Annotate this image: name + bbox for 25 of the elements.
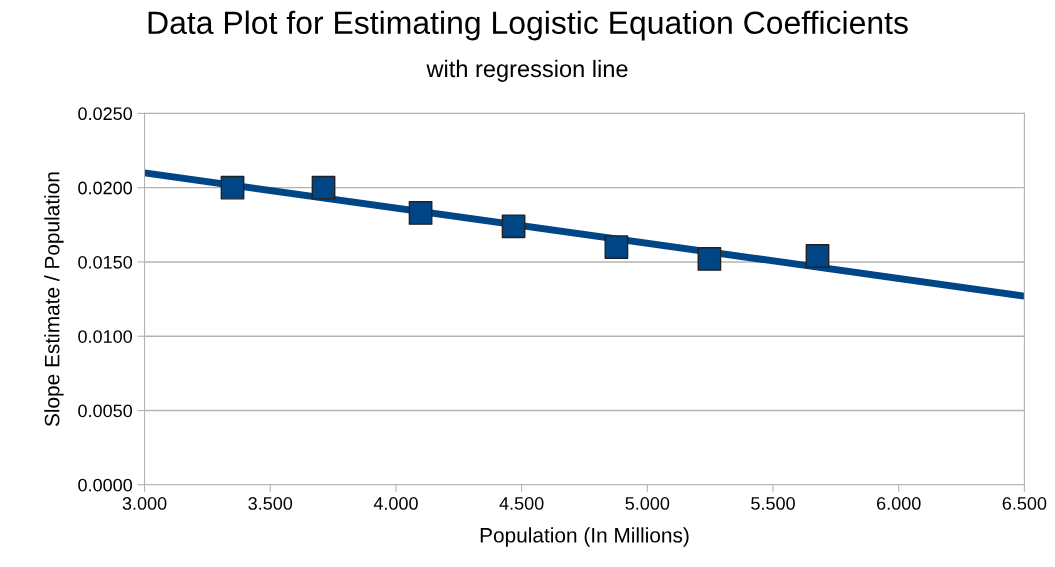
chart-subtitle: with regression line: [426, 59, 628, 82]
y-axis-title: Slope Estimate / Population: [44, 172, 64, 427]
point: [311, 175, 336, 200]
x-tick-label: 3.000: [122, 497, 167, 510]
x-axis-title: Population (In Millions): [480, 527, 689, 547]
point: [805, 244, 830, 268]
x-tick-label: 4.000: [373, 497, 418, 510]
y-tick-label: 0.0150: [78, 255, 133, 269]
y-tick-label: 0.0250: [78, 107, 133, 121]
y-tick-label: 0.0050: [78, 404, 133, 418]
point: [697, 247, 722, 271]
point: [408, 201, 433, 225]
x-tick-label: 4.500: [499, 497, 544, 510]
x-tick-label: 6.500: [1002, 497, 1047, 510]
point: [220, 175, 245, 200]
x-tick-label: 5.000: [625, 497, 670, 510]
point: [604, 235, 629, 259]
y-tick-label: 0.0200: [78, 181, 133, 195]
chart-title: Data Plot for Estimating Logistic Equation Coefficients: [148, 10, 908, 41]
x-tick-label: 3.500: [248, 497, 293, 510]
x-tick-label: 6.000: [877, 497, 921, 510]
point: [501, 214, 526, 239]
y-tick-label: 0.0000: [78, 478, 133, 492]
y-tick-label: 0.0100: [78, 330, 133, 343]
x-tick-label: 5.500: [751, 497, 795, 510]
